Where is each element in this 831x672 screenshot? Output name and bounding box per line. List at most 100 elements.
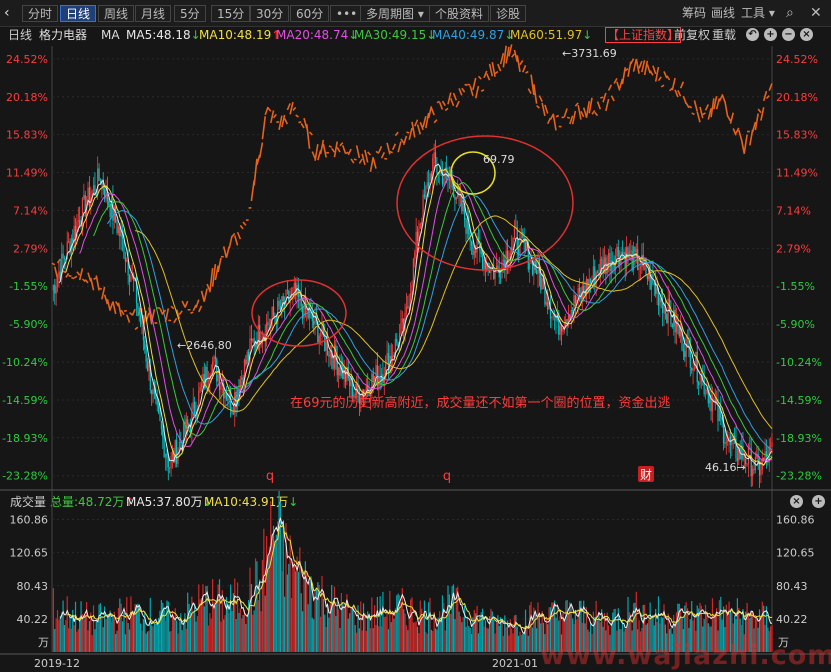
y-right-tick: -23.28% — [776, 470, 822, 483]
index-segment — [671, 77, 676, 91]
candle-body — [767, 456, 769, 463]
index-segment — [369, 156, 375, 172]
candle-body — [711, 399, 714, 412]
volume-bar — [173, 617, 175, 652]
candle-body — [180, 441, 182, 443]
index-segment — [461, 87, 466, 93]
volume-bar — [581, 622, 583, 652]
volume-bar — [746, 602, 748, 652]
tab-rixian[interactable]: 日线 — [60, 5, 97, 22]
volume-bar — [86, 601, 88, 652]
tab-60min[interactable]: 60分 — [290, 5, 330, 22]
candle-body — [502, 259, 504, 262]
volume-bar — [754, 618, 756, 652]
candle-body — [482, 254, 484, 270]
candle-body — [224, 393, 226, 399]
volume-bar — [210, 618, 212, 652]
candle-body — [441, 170, 444, 185]
candle-body — [225, 393, 228, 400]
volume-bar — [666, 633, 668, 652]
back-arrow-icon[interactable]: ‹ — [4, 5, 10, 21]
candle-body — [594, 266, 596, 286]
volume-bar — [447, 585, 449, 652]
volume-ma10: MA10:43.91万↓ — [204, 495, 299, 509]
candle-body — [354, 394, 356, 396]
volume-bar — [178, 621, 180, 652]
volume-tick: 160.86 — [10, 514, 49, 527]
index-segment — [464, 83, 468, 86]
candle-body — [311, 311, 313, 321]
index-segment — [610, 95, 615, 102]
diagnose-button[interactable]: 诊股 — [490, 5, 527, 22]
volume-bar — [695, 630, 697, 652]
plus-icon[interactable]: + — [764, 28, 777, 41]
candle-body — [735, 438, 737, 459]
volume-bar — [152, 626, 154, 652]
volume-bar — [259, 579, 261, 652]
index-tag[interactable]: 【上证指数】 — [605, 27, 682, 43]
close-icon[interactable]: ✕ — [810, 5, 822, 21]
volume-bar — [134, 603, 136, 652]
search-icon[interactable]: ⌕ — [786, 5, 794, 21]
candle-body — [678, 326, 680, 336]
candle-body — [686, 338, 689, 340]
candle-body — [408, 306, 410, 308]
tab-yuexian[interactable]: 月线 — [135, 5, 172, 22]
volume-bar — [577, 609, 579, 652]
volume-bar — [367, 611, 369, 652]
candle-body — [98, 168, 100, 181]
candle-body — [350, 376, 352, 387]
index-segment — [511, 53, 516, 58]
close-icon[interactable]: × — [790, 495, 803, 508]
volume-bar — [408, 612, 410, 652]
tab-5min[interactable]: 5分 — [174, 5, 206, 22]
tab-15min[interactable]: 15分 — [211, 5, 251, 22]
tab-fenshi[interactable]: 分时 — [22, 5, 59, 22]
volume-bar — [765, 606, 768, 652]
volume-bar — [290, 597, 293, 652]
overlay-button[interactable]: 重载 — [712, 28, 737, 42]
volume-bar — [747, 612, 750, 652]
tools-dropdown[interactable]: 工具 ▾ — [741, 6, 775, 20]
draw-button[interactable]: 画线 — [711, 6, 736, 20]
undo-icon[interactable]: ↶ — [746, 28, 759, 41]
y-right-tick: 11.49% — [776, 167, 818, 180]
volume-bar — [588, 631, 590, 652]
index-segment — [677, 89, 682, 97]
index-segment — [322, 143, 327, 158]
candle-body — [469, 234, 471, 242]
candle-body — [84, 195, 86, 217]
index-segment — [81, 278, 86, 283]
candle-body — [680, 325, 682, 336]
volume-bar — [743, 634, 745, 652]
volume-bar — [113, 611, 115, 652]
volume-bar — [194, 603, 196, 652]
tab-30min[interactable]: 30分 — [250, 5, 290, 22]
index-segment — [621, 67, 627, 85]
minus-icon[interactable]: − — [782, 28, 795, 41]
volume-bar — [378, 626, 380, 652]
close-icon[interactable]: × — [800, 28, 813, 41]
index-segment — [674, 89, 679, 98]
index-segment — [530, 74, 535, 96]
volume-bar — [333, 586, 336, 652]
candle-body — [709, 394, 711, 404]
multi-period-dropdown[interactable]: 多周期图 ▾ — [360, 5, 430, 22]
chips-button[interactable]: 筹码 — [682, 6, 707, 20]
candle-body — [745, 458, 747, 465]
index-segment — [533, 84, 538, 104]
volume-bar — [675, 612, 678, 652]
volume-bar — [721, 619, 723, 652]
candle-body — [500, 277, 502, 278]
plus-icon[interactable]: + — [812, 495, 825, 508]
adjust-button[interactable]: 前复权 — [674, 28, 711, 42]
candle-body — [62, 253, 64, 259]
volume-bar — [569, 602, 571, 652]
tab-zhouxian[interactable]: 周线 — [98, 5, 135, 22]
y-right-tick: -18.93% — [776, 432, 822, 445]
volume-bar — [87, 630, 89, 652]
stock-profile-button[interactable]: 个股资料 — [429, 5, 490, 22]
more-button[interactable]: ••• — [330, 5, 364, 22]
candle-body — [718, 408, 720, 422]
volume-bar — [159, 610, 161, 652]
